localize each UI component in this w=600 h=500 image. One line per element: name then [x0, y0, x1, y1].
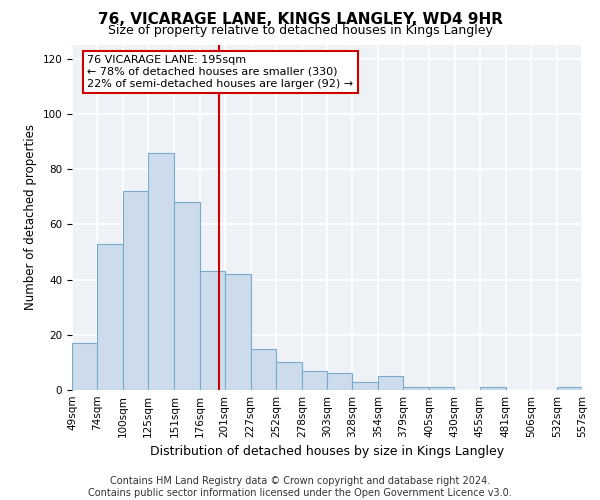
- Bar: [403, 387, 430, 390]
- Bar: [97, 244, 123, 390]
- Text: 76 VICARAGE LANE: 195sqm
← 78% of detached houses are smaller (330)
22% of semi-: 76 VICARAGE LANE: 195sqm ← 78% of detach…: [88, 56, 353, 88]
- Bar: [72, 343, 97, 390]
- Bar: [224, 274, 251, 390]
- Bar: [175, 202, 200, 390]
- X-axis label: Distribution of detached houses by size in Kings Langley: Distribution of detached houses by size …: [150, 446, 504, 458]
- Bar: [378, 376, 403, 390]
- Bar: [199, 272, 224, 390]
- Text: 76, VICARAGE LANE, KINGS LANGLEY, WD4 9HR: 76, VICARAGE LANE, KINGS LANGLEY, WD4 9H…: [97, 12, 503, 28]
- Bar: [302, 370, 327, 390]
- Bar: [430, 387, 455, 390]
- Bar: [557, 387, 582, 390]
- Y-axis label: Number of detached properties: Number of detached properties: [24, 124, 37, 310]
- Bar: [148, 152, 175, 390]
- Text: Contains HM Land Registry data © Crown copyright and database right 2024.
Contai: Contains HM Land Registry data © Crown c…: [88, 476, 512, 498]
- Bar: [251, 348, 276, 390]
- Bar: [479, 387, 506, 390]
- Bar: [276, 362, 302, 390]
- Bar: [123, 192, 148, 390]
- Bar: [352, 382, 378, 390]
- Text: Size of property relative to detached houses in Kings Langley: Size of property relative to detached ho…: [107, 24, 493, 37]
- Bar: [327, 374, 352, 390]
